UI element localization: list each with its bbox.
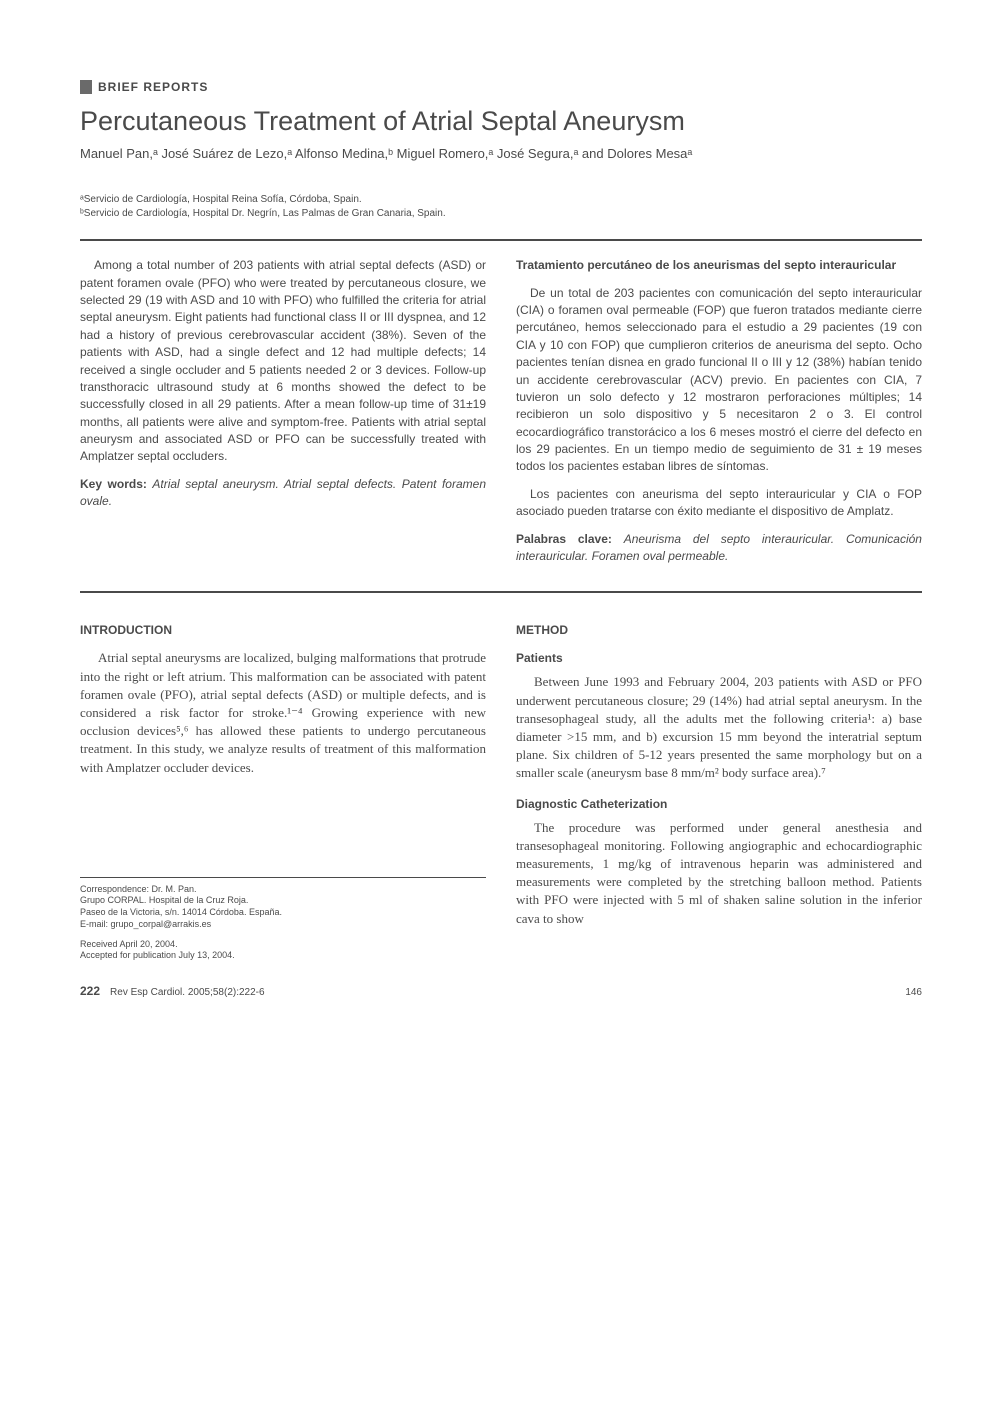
abstract-es-title: Tratamiento percutáneo de los aneurismas…: [516, 257, 922, 274]
divider-bottom: [80, 591, 922, 593]
diagnostic-text: The procedure was performed under genera…: [516, 819, 922, 928]
footer-left: 222 Rev Esp Cardiol. 2005;58(2):222-6: [80, 984, 265, 998]
patients-text: Between June 1993 and February 2004, 203…: [516, 673, 922, 782]
footer-citation: Rev Esp Cardiol. 2005;58(2):222-6: [110, 987, 265, 998]
diagnostic-heading: Diagnostic Catheterization: [516, 797, 922, 811]
corr-line3: Paseo de la Victoria, s/n. 14014 Córdoba…: [80, 907, 282, 917]
affiliations: ᵃServicio de Cardiología, Hospital Reina…: [80, 193, 922, 221]
abstract-es-body: De un total de 203 pacientes con comunic…: [516, 285, 922, 476]
introduction-heading: INTRODUCTION: [80, 623, 486, 637]
keywords-en: Key words: Atrial septal aneurysm. Atria…: [80, 476, 486, 511]
page-footer: 222 Rev Esp Cardiol. 2005;58(2):222-6 14…: [80, 984, 922, 998]
correspondence-main: Correspondence: Dr. M. Pan. Grupo CORPAL…: [80, 884, 486, 931]
correspondence-divider: [80, 877, 486, 878]
body-region: INTRODUCTION Atrial septal aneurysms are…: [80, 623, 922, 969]
corr-line4: E-mail: grupo_corpal@arrakis.es: [80, 919, 211, 929]
authors-list: Manuel Pan,ᵃ José Suárez de Lezo,ᵃ Alfon…: [80, 145, 922, 163]
keywords-es-label: Palabras clave:: [516, 532, 612, 546]
corr-received: Received April 20, 2004.: [80, 939, 178, 949]
affiliation-a: ᵃServicio de Cardiología, Hospital Reina…: [80, 193, 922, 207]
abstract-english: Among a total number of 203 patients wit…: [80, 257, 486, 575]
abstract-region: Among a total number of 203 patients wit…: [80, 241, 922, 591]
abstract-spanish: Tratamiento percutáneo de los aneurismas…: [516, 257, 922, 575]
method-heading: METHOD: [516, 623, 922, 637]
section-label-text: BRIEF REPORTS: [98, 80, 208, 94]
keywords-es: Palabras clave: Aneurisma del septo inte…: [516, 531, 922, 566]
corr-accepted: Accepted for publication July 13, 2004.: [80, 950, 235, 960]
abstract-en-body: Among a total number of 203 patients wit…: [80, 257, 486, 466]
keywords-en-label: Key words:: [80, 477, 147, 491]
introduction-text: Atrial septal aneurysms are localized, b…: [80, 649, 486, 776]
footer-right-number: 146: [905, 987, 922, 998]
article-title: Percutaneous Treatment of Atrial Septal …: [80, 106, 922, 137]
correspondence-block: Correspondence: Dr. M. Pan. Grupo CORPAL…: [80, 884, 486, 962]
section-label: BRIEF REPORTS: [80, 80, 922, 94]
body-right-col: METHOD Patients Between June 1993 and Fe…: [516, 623, 922, 969]
body-left-col: INTRODUCTION Atrial septal aneurysms are…: [80, 623, 486, 969]
page-number: 222: [80, 984, 100, 998]
section-marker-icon: [80, 80, 92, 94]
patients-heading: Patients: [516, 651, 922, 665]
corr-line1: Correspondence: Dr. M. Pan.: [80, 884, 197, 894]
corr-line2: Grupo CORPAL. Hospital de la Cruz Roja.: [80, 895, 248, 905]
correspondence-dates: Received April 20, 2004. Accepted for pu…: [80, 939, 486, 962]
abstract-es-body2: Los pacientes con aneurisma del septo in…: [516, 486, 922, 521]
affiliation-b: ᵇServicio de Cardiología, Hospital Dr. N…: [80, 207, 922, 221]
